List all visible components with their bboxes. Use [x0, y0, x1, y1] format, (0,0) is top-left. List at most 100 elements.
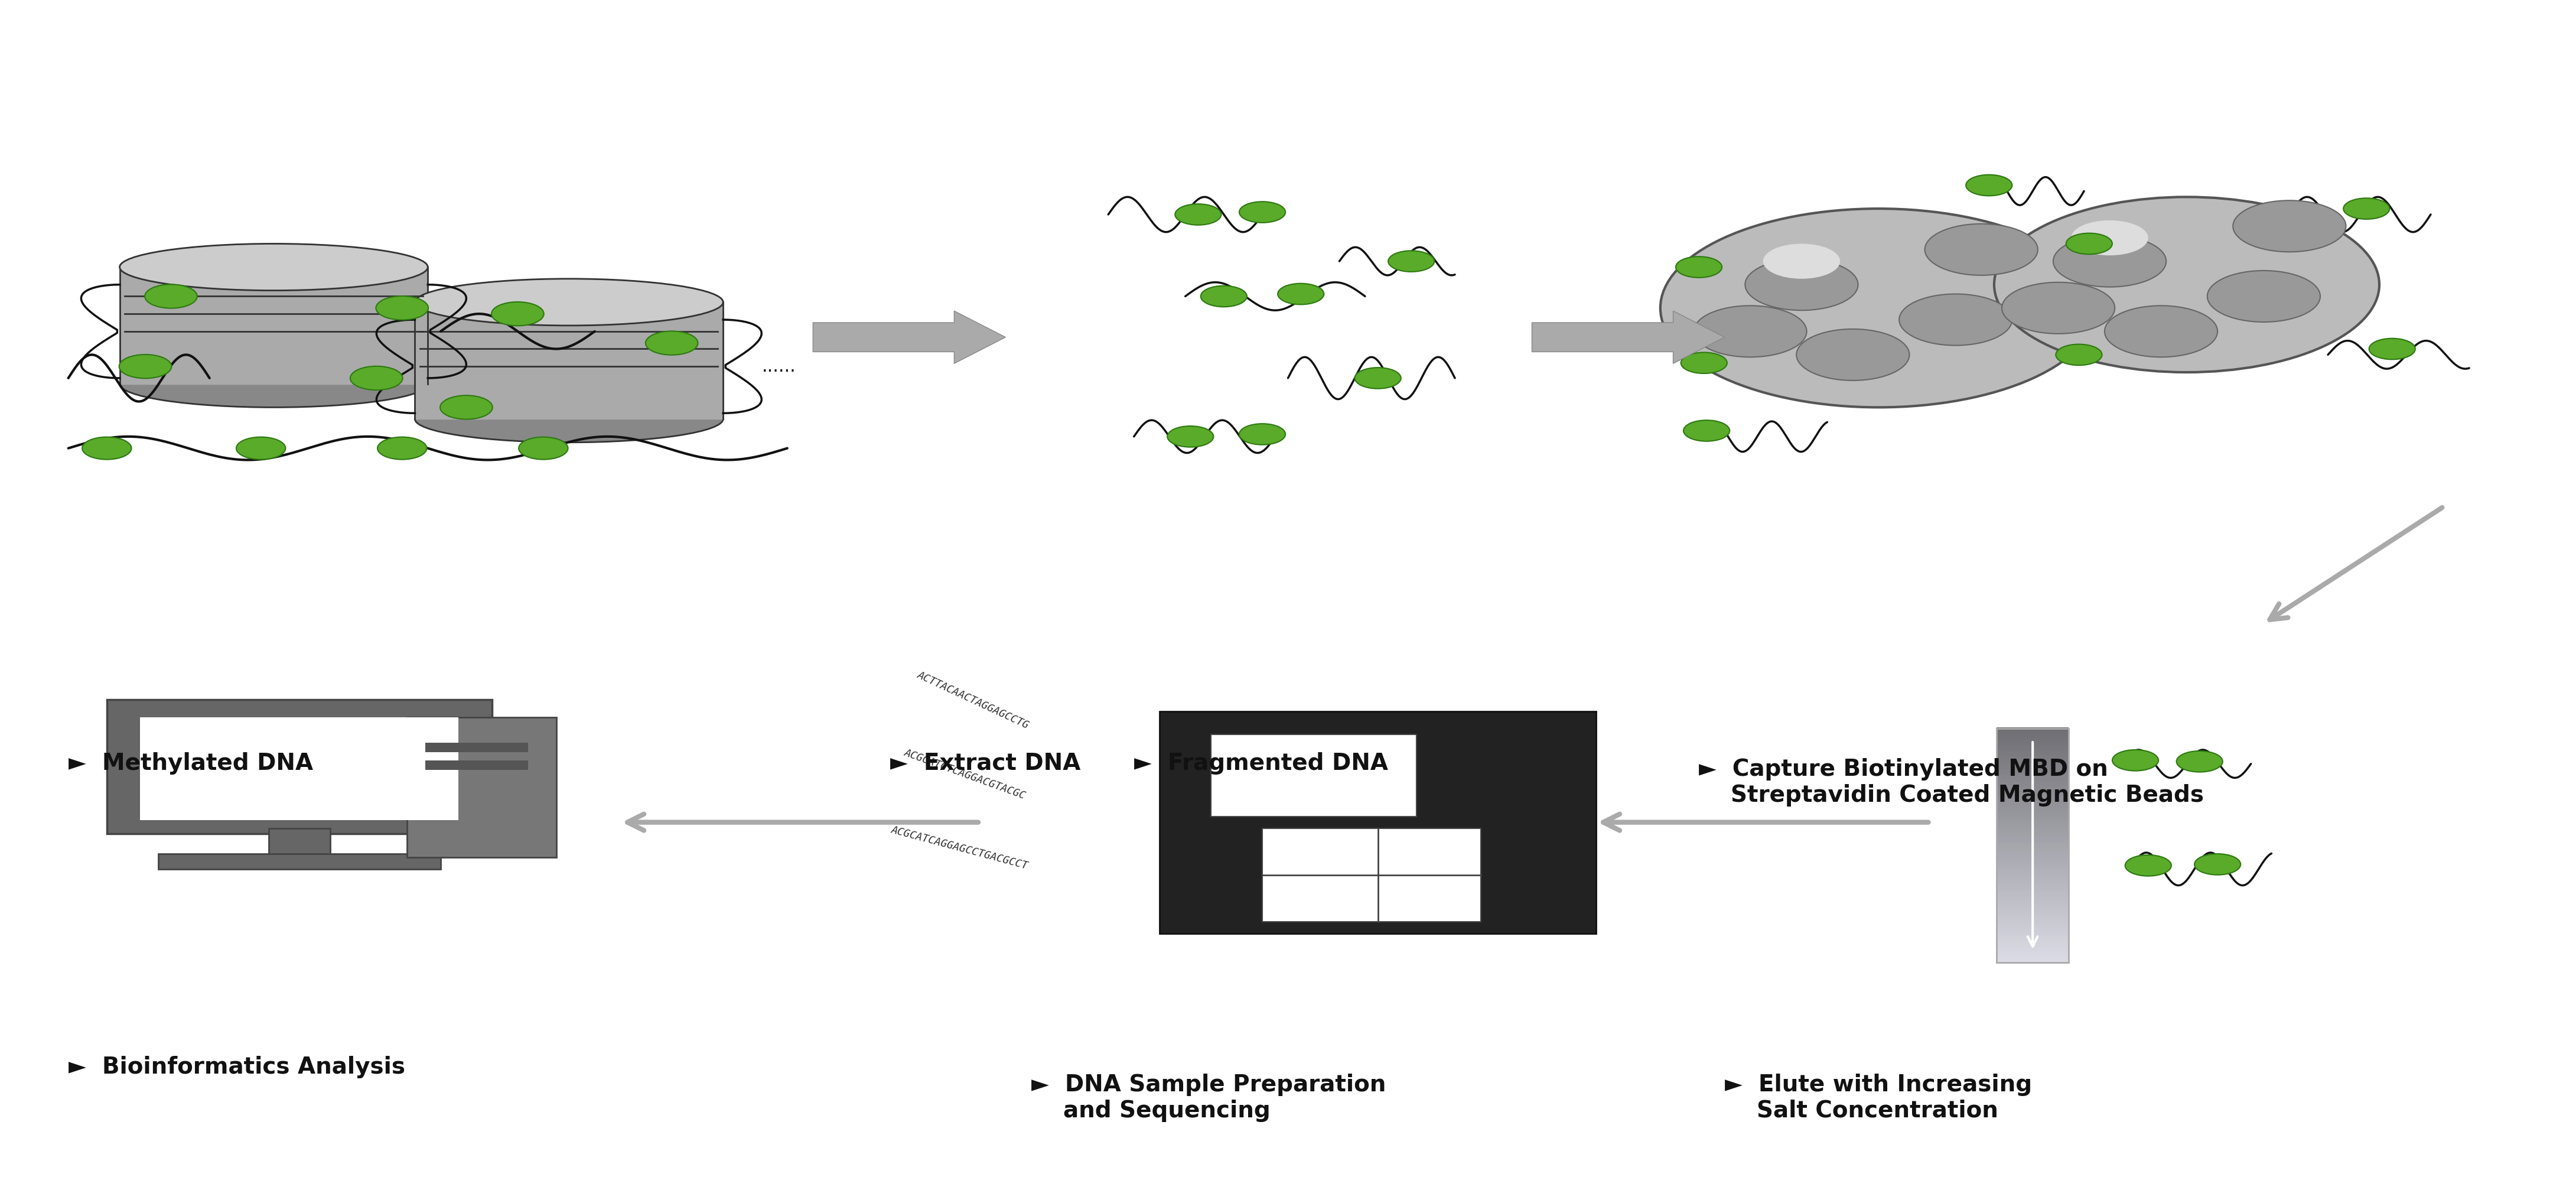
Bar [425, 760, 528, 770]
Bar [1996, 872, 2069, 876]
Bar [1996, 950, 2069, 953]
Circle shape [2195, 853, 2241, 875]
Bar [1996, 853, 2069, 857]
Circle shape [379, 437, 428, 459]
Text: ►  Extract DNA: ► Extract DNA [889, 752, 1079, 774]
Bar [1996, 865, 2069, 869]
Circle shape [376, 297, 428, 320]
Bar [1996, 912, 2069, 916]
Bar [1996, 922, 2069, 925]
Bar [1996, 756, 2069, 759]
Bar [1996, 860, 2069, 864]
Bar [1996, 884, 2069, 887]
Bar [1996, 734, 2069, 738]
Circle shape [2208, 271, 2321, 322]
Bar [1996, 833, 2069, 837]
Bar [1996, 867, 2069, 871]
Circle shape [1692, 306, 1806, 357]
Text: ►  Bioinformatics Analysis: ► Bioinformatics Analysis [70, 1056, 404, 1078]
Bar [1996, 779, 2069, 783]
Bar [1996, 915, 2069, 918]
Bar [1996, 844, 2069, 847]
Bar [1996, 877, 2069, 880]
Bar [1996, 767, 2069, 771]
Bar [1996, 903, 2069, 906]
Bar [1996, 856, 2069, 859]
Circle shape [1200, 286, 1247, 307]
Text: ►  Elute with Increasing
    Salt Concentration: ► Elute with Increasing Salt Concentrati… [1723, 1073, 2032, 1122]
Bar [1996, 765, 2069, 769]
Bar [1996, 753, 2069, 757]
Bar [1996, 786, 2069, 790]
Bar [1996, 875, 2069, 878]
Text: ACTTACAACTAGGAGCCTG: ACTTACAACTAGGAGCCTG [914, 670, 1030, 731]
Circle shape [492, 302, 544, 326]
Bar [1996, 870, 2069, 873]
Bar [1996, 772, 2069, 776]
Bar [1996, 791, 2069, 794]
Circle shape [1175, 204, 1221, 225]
Text: ►  Capture Biotinylated MBD on
    Streptavidin Coated Magnetic Beads: ► Capture Biotinylated MBD on Streptavid… [1698, 758, 2205, 806]
Bar [1996, 836, 2069, 839]
Bar [1996, 760, 2069, 764]
Circle shape [2071, 220, 2148, 255]
Bar [1996, 737, 2069, 740]
Circle shape [1167, 426, 1213, 447]
Bar [1996, 931, 2069, 935]
Bar [1211, 734, 1417, 817]
Text: ►  Methylated DNA: ► Methylated DNA [70, 752, 312, 774]
Text: ACGCATCTCAGGACGTACGC: ACGCATCTCAGGACGTACGC [902, 747, 1028, 802]
Circle shape [144, 285, 198, 308]
Bar [1996, 751, 2069, 754]
Bar [1996, 900, 2069, 904]
Bar [1996, 742, 2069, 745]
Circle shape [1762, 244, 1839, 279]
Text: ......: ...... [762, 358, 796, 375]
Bar [1996, 933, 2069, 937]
Bar [1996, 812, 2069, 816]
Circle shape [2370, 338, 2416, 359]
Circle shape [2105, 306, 2218, 357]
Bar [1996, 863, 2069, 866]
Circle shape [1965, 174, 2012, 195]
Ellipse shape [118, 360, 428, 407]
Bar [1996, 898, 2069, 902]
Circle shape [2066, 233, 2112, 254]
Circle shape [647, 331, 698, 355]
Circle shape [2002, 282, 2115, 334]
Bar [139, 717, 459, 820]
Bar [1996, 732, 2069, 736]
Bar [1996, 910, 2069, 913]
Circle shape [1682, 352, 1726, 373]
Circle shape [1924, 224, 2038, 275]
Bar [106, 699, 492, 834]
Bar [1996, 919, 2069, 923]
Bar [1996, 945, 2069, 949]
Bar [268, 829, 330, 857]
Bar [1996, 957, 2069, 960]
Bar [1996, 744, 2069, 747]
Circle shape [1685, 420, 1728, 441]
Circle shape [2112, 750, 2159, 771]
Circle shape [1744, 259, 1857, 311]
Bar [1996, 805, 2069, 809]
Bar [1996, 943, 2069, 946]
Text: ►  Fragmented DNA: ► Fragmented DNA [1133, 752, 1388, 774]
Bar [1996, 952, 2069, 956]
Bar [1996, 826, 2069, 830]
Bar [1996, 959, 2069, 963]
Circle shape [118, 354, 173, 378]
Bar [1996, 817, 2069, 820]
Bar [1996, 784, 2069, 787]
Bar [1996, 882, 2069, 885]
Bar [1996, 893, 2069, 897]
Polygon shape [415, 302, 724, 419]
Bar [1996, 739, 2069, 743]
Circle shape [1795, 330, 1909, 380]
Bar [1996, 842, 2069, 845]
Ellipse shape [118, 244, 428, 291]
Circle shape [1239, 201, 1285, 222]
Circle shape [1899, 294, 2012, 345]
Circle shape [1355, 367, 1401, 388]
Bar [1996, 905, 2069, 909]
